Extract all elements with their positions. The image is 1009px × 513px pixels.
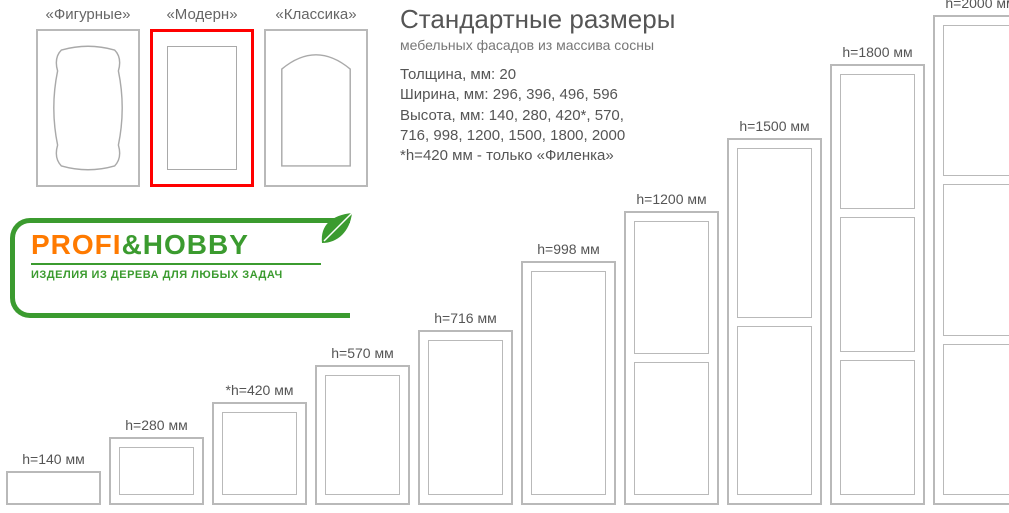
panel-insert xyxy=(119,447,194,495)
facade-panel xyxy=(109,437,204,505)
size-lineup: h=140 мм h=280 мм *h=420 мм h=570 мм h=716 м… xyxy=(0,5,1009,505)
panel-insert xyxy=(943,25,1009,176)
size-column: h=1200 мм xyxy=(624,191,719,505)
size-column: h=280 мм xyxy=(109,417,204,505)
size-label: h=140 мм xyxy=(22,451,84,467)
panel-insert xyxy=(222,412,297,495)
size-column: h=140 мм xyxy=(6,451,101,505)
size-column: *h=420 мм xyxy=(212,382,307,505)
size-label: h=570 мм xyxy=(331,345,393,361)
size-column: h=716 мм xyxy=(418,310,513,505)
facade-panel xyxy=(212,402,307,505)
panel-insert xyxy=(634,221,709,354)
panel-insert xyxy=(634,362,709,495)
panel-insert xyxy=(840,74,915,209)
panel-insert xyxy=(737,148,812,318)
facade-panel xyxy=(6,471,101,505)
size-label: h=1500 мм xyxy=(739,118,809,134)
panel-insert xyxy=(428,340,503,495)
facade-panel xyxy=(933,15,1009,505)
panel-insert xyxy=(325,375,400,495)
panel-insert xyxy=(840,360,915,495)
size-label: *h=420 мм xyxy=(226,382,294,398)
size-label: h=998 мм xyxy=(537,241,599,257)
size-label: h=1200 мм xyxy=(636,191,706,207)
panel-insert xyxy=(943,184,1009,335)
size-column: h=2000 мм xyxy=(933,0,1009,505)
facade-panel xyxy=(727,138,822,505)
size-label: h=1800 мм xyxy=(842,44,912,60)
size-label: h=280 мм xyxy=(125,417,187,433)
facade-panel xyxy=(521,261,616,505)
facade-panel xyxy=(315,365,410,505)
size-column: h=998 мм xyxy=(521,241,616,505)
panel-insert xyxy=(840,217,915,352)
panel-insert xyxy=(737,326,812,496)
facade-panel xyxy=(418,330,513,505)
facade-panel xyxy=(624,211,719,505)
panel-insert xyxy=(531,271,606,495)
size-label: h=2000 мм xyxy=(945,0,1009,11)
size-column: h=1800 мм xyxy=(830,44,925,505)
page: «Фигурные»«Модерн»«Классика» Стандартные… xyxy=(0,0,1009,513)
size-column: h=1500 мм xyxy=(727,118,822,505)
facade-panel xyxy=(830,64,925,505)
panel-insert xyxy=(943,344,1009,495)
size-column: h=570 мм xyxy=(315,345,410,505)
size-label: h=716 мм xyxy=(434,310,496,326)
